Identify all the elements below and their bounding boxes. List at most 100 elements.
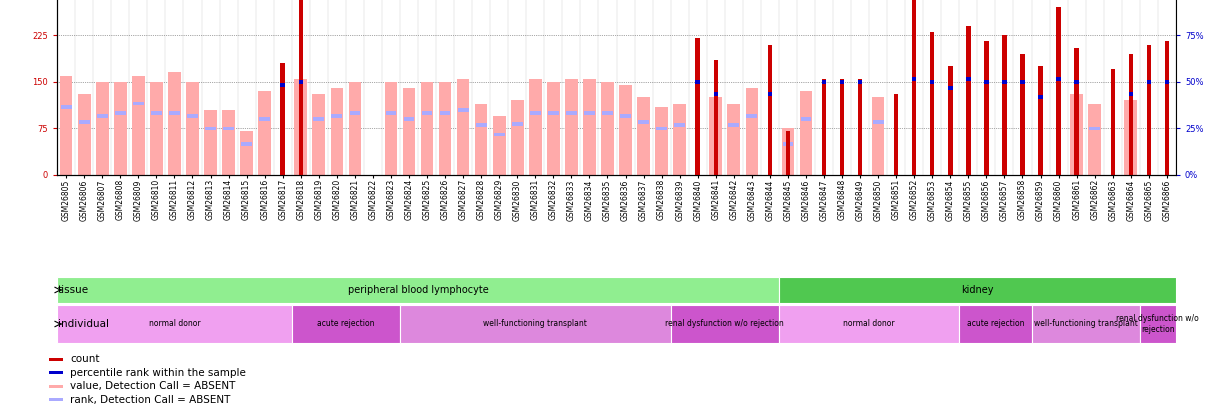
Bar xyxy=(439,82,451,175)
Bar xyxy=(421,82,433,175)
Bar xyxy=(873,120,884,124)
Bar xyxy=(475,104,488,175)
Bar xyxy=(747,114,758,118)
Bar xyxy=(204,110,216,175)
Bar xyxy=(1057,7,1060,175)
Bar xyxy=(638,120,649,124)
Bar xyxy=(475,124,486,127)
Bar xyxy=(637,97,649,175)
Bar xyxy=(779,305,959,343)
Bar xyxy=(858,80,862,84)
Bar xyxy=(1125,100,1137,175)
Bar xyxy=(116,111,125,115)
Bar xyxy=(619,85,632,175)
Bar xyxy=(547,82,559,175)
Bar xyxy=(858,79,862,175)
Text: peripheral blood lymphocyte: peripheral blood lymphocyte xyxy=(348,285,489,295)
Bar xyxy=(714,92,717,96)
Bar xyxy=(714,60,717,175)
Bar xyxy=(840,80,844,84)
Bar xyxy=(49,398,63,401)
Text: count: count xyxy=(71,354,100,364)
Bar xyxy=(745,88,758,175)
Bar xyxy=(671,305,779,343)
Bar xyxy=(332,114,342,118)
Bar xyxy=(169,111,180,115)
Bar xyxy=(97,114,108,118)
Bar xyxy=(767,45,772,175)
Bar xyxy=(840,79,844,175)
Bar xyxy=(259,117,270,121)
Text: rank, Detection Call = ABSENT: rank, Detection Call = ABSENT xyxy=(71,394,230,405)
Bar xyxy=(331,88,343,175)
Bar xyxy=(114,82,126,175)
Bar xyxy=(779,277,1176,303)
Bar xyxy=(783,142,793,146)
Bar xyxy=(1075,48,1079,175)
Bar xyxy=(930,80,934,84)
Bar xyxy=(1139,305,1176,343)
Bar xyxy=(49,358,63,361)
Bar xyxy=(1020,80,1025,84)
Bar xyxy=(281,83,285,87)
Bar xyxy=(584,111,595,115)
Bar xyxy=(1128,92,1133,96)
Bar xyxy=(314,117,325,121)
Bar xyxy=(1020,54,1025,175)
Bar xyxy=(696,38,700,175)
Bar xyxy=(709,97,722,175)
Bar xyxy=(384,82,398,175)
Text: value, Detection Call = ABSENT: value, Detection Call = ABSENT xyxy=(71,381,236,391)
Bar xyxy=(959,305,1031,343)
Bar xyxy=(151,111,162,115)
Bar xyxy=(984,41,989,175)
Bar xyxy=(1038,66,1043,175)
Bar xyxy=(674,104,686,175)
Bar xyxy=(620,114,631,118)
Bar xyxy=(258,91,271,175)
Bar xyxy=(292,305,400,343)
Bar xyxy=(1110,69,1115,175)
Bar xyxy=(767,92,772,96)
Bar xyxy=(1147,45,1152,175)
Bar xyxy=(1070,94,1083,175)
Bar xyxy=(349,82,361,175)
Bar xyxy=(206,126,216,130)
Bar xyxy=(800,91,812,175)
Bar xyxy=(696,80,700,84)
Bar xyxy=(402,88,416,175)
Bar xyxy=(967,26,970,175)
Bar xyxy=(57,305,292,343)
Bar xyxy=(894,94,899,175)
Bar xyxy=(948,66,952,175)
Bar xyxy=(822,79,826,175)
Bar xyxy=(584,79,596,175)
Bar xyxy=(186,82,198,175)
Bar xyxy=(912,77,917,81)
Bar xyxy=(57,277,779,303)
Bar xyxy=(511,100,524,175)
Text: normal donor: normal donor xyxy=(844,320,895,328)
Bar xyxy=(79,120,90,124)
Bar xyxy=(133,102,143,105)
Bar xyxy=(602,111,613,115)
Bar xyxy=(530,111,541,115)
Bar xyxy=(187,114,198,118)
Bar xyxy=(1165,41,1169,175)
Bar xyxy=(529,79,541,175)
Bar xyxy=(727,104,741,175)
Bar xyxy=(782,128,794,175)
Text: individual: individual xyxy=(57,319,108,329)
Bar xyxy=(150,82,163,175)
Bar xyxy=(1128,54,1133,175)
Bar xyxy=(1090,126,1100,130)
Bar xyxy=(313,94,325,175)
Bar xyxy=(601,82,614,175)
Bar xyxy=(548,111,558,115)
Bar xyxy=(492,116,506,175)
Bar xyxy=(241,142,252,146)
Bar xyxy=(49,371,63,374)
Text: percentile rank within the sample: percentile rank within the sample xyxy=(71,368,246,378)
Bar xyxy=(61,105,72,109)
Bar xyxy=(675,124,685,127)
